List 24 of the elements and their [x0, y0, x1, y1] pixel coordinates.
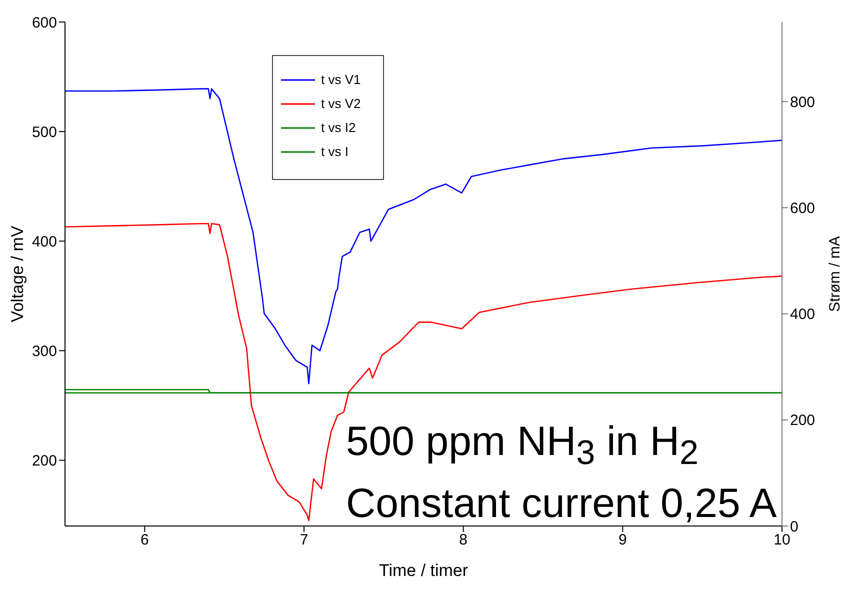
y2-tick-label: 0 [790, 518, 798, 536]
y-tick-label: 600 [32, 14, 57, 32]
x-tick-label: 10 [774, 532, 790, 549]
y2-tick-label: 400 [790, 306, 816, 324]
x-tick-label: 7 [300, 532, 308, 549]
legend-label: t vs I2 [321, 120, 356, 136]
annotation: 500 ppm NH$_{3}$ in H$_{2}$ [346, 417, 700, 474]
y2-tick-label: 800 [790, 94, 816, 111]
y-tick-label: 500 [32, 124, 57, 141]
y2-axis-title: Strøm / mA [826, 236, 844, 312]
y-tick-label: 400 [32, 233, 57, 250]
x-tick-label: 8 [459, 532, 468, 549]
x-axis-title: Time / timer [378, 561, 468, 580]
legend-label: t vs I [321, 144, 348, 160]
y2-tick-label: 200 [790, 412, 816, 430]
x-tick-label: 9 [618, 532, 627, 549]
y-tick-label: 300 [32, 343, 57, 360]
y-tick-label: 200 [32, 452, 57, 470]
y2-tick-label: 600 [790, 200, 816, 218]
y-axis-title: Voltage / mV [8, 225, 28, 322]
legend-label: t vs V1 [321, 72, 361, 88]
annotation: Constant current 0,25 A [346, 479, 777, 528]
x-tick-label: 6 [140, 532, 149, 549]
legend-label: t vs V2 [321, 96, 361, 112]
